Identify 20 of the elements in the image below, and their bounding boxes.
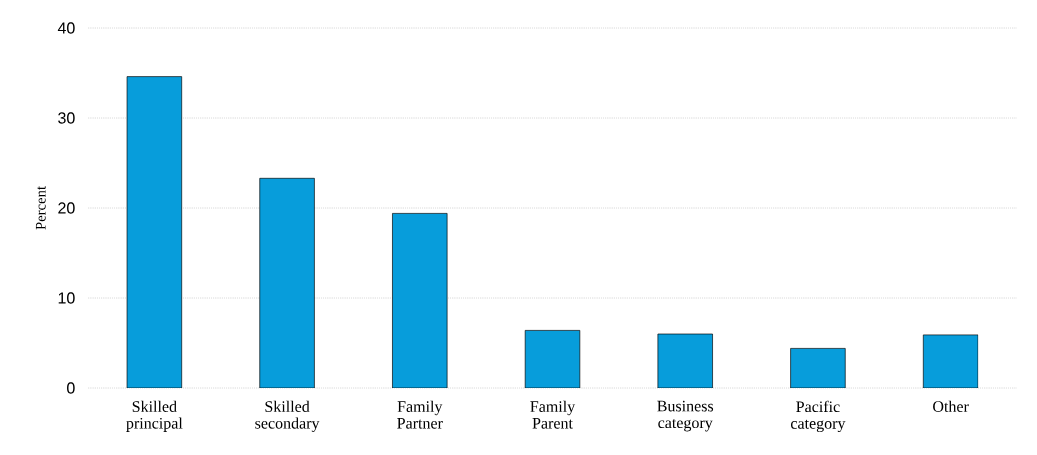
y-tick-label: 40 <box>57 22 75 34</box>
y-tick-label: 0 <box>67 382 75 394</box>
y-axis-title: Percent <box>35 186 46 230</box>
x-tick-label: Other <box>933 400 969 412</box>
bar <box>524 330 581 388</box>
x-tick-label: Business category <box>657 400 714 432</box>
x-tick-label: Pacific category <box>791 400 846 433</box>
bar <box>259 177 315 388</box>
bar <box>126 76 183 388</box>
bar <box>790 348 846 388</box>
x-tick-label: Family Parent <box>530 400 576 429</box>
y-tick-label: 30 <box>58 112 75 124</box>
y-tick-label: 20 <box>58 202 75 214</box>
x-tick-label: Skilled secondary <box>255 400 320 432</box>
x-tick-label: Skilled principal <box>126 400 183 432</box>
bar <box>657 333 713 388</box>
y-tick-label: 10 <box>58 292 75 304</box>
bar <box>392 213 448 388</box>
x-tick-label: Family Partner <box>397 400 443 429</box>
bar <box>922 334 979 388</box>
